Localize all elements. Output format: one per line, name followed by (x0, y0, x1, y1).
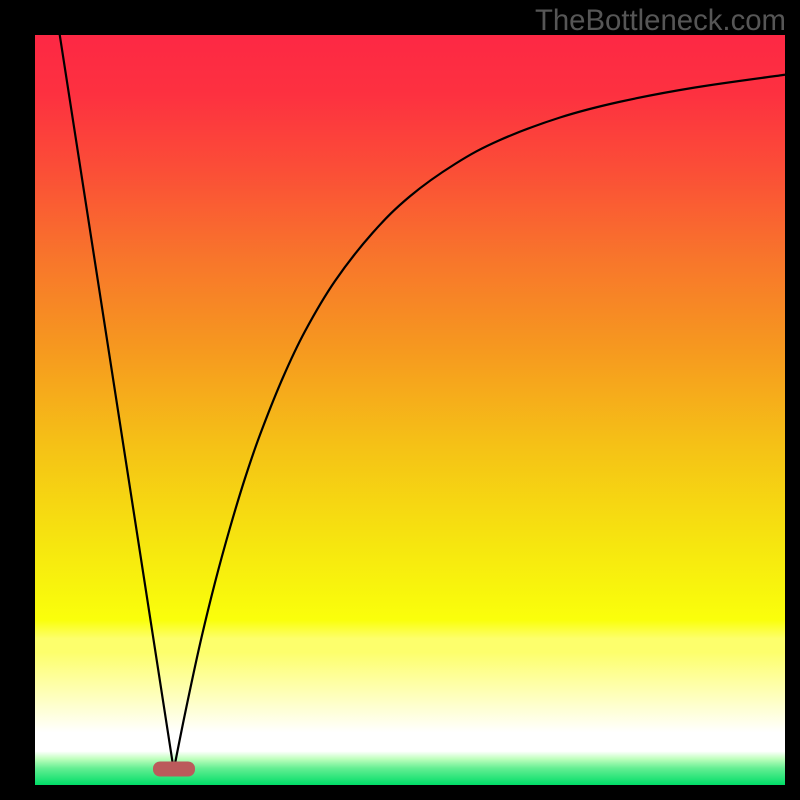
watermark-text: TheBottleneck.com (535, 4, 786, 38)
plot-area (35, 35, 785, 785)
figure-container: { "figure": { "width_px": 800, "height_p… (0, 0, 800, 800)
bottleneck-curve (35, 35, 785, 785)
min-point-marker (153, 761, 195, 776)
plot-background-gradient (35, 35, 785, 785)
